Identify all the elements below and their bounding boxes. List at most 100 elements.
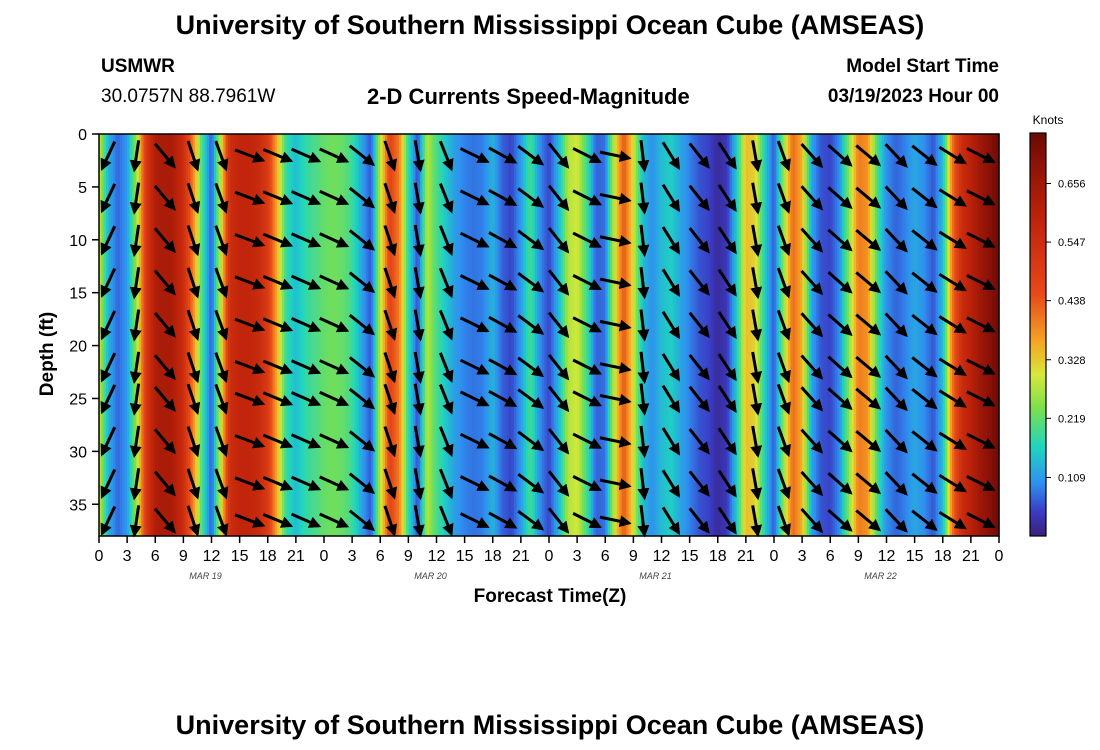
heat-cell: [333, 134, 337, 536]
heat-cell: [293, 134, 297, 536]
x-tick-label: 21: [962, 548, 980, 565]
current-arrow: [966, 390, 996, 407]
heat-cell: [834, 134, 838, 536]
current-arrow: [438, 352, 454, 383]
current-arrow: [234, 275, 266, 290]
heat-cell: [523, 134, 527, 536]
current-arrow: [319, 512, 350, 528]
heat-cell: [309, 134, 313, 536]
current-arrow: [488, 231, 518, 249]
current-arrow: [348, 472, 376, 494]
current-arrow: [661, 310, 681, 340]
x-tick-label: 0: [995, 548, 1004, 565]
current-arrow: [383, 267, 398, 299]
heat-cell: [286, 134, 290, 536]
current-arrow: [214, 309, 229, 341]
current-arrow: [637, 140, 650, 173]
heat-cell: [856, 134, 859, 536]
current-arrow: [186, 468, 201, 500]
heat-cell: [956, 134, 960, 536]
heat-cell: [474, 134, 477, 536]
heat-cell: [609, 134, 613, 536]
date-label: MAR 22: [864, 571, 897, 581]
current-arrow: [750, 267, 763, 300]
heat-cell: [155, 134, 159, 536]
heat-cell: [938, 134, 942, 536]
heat-cell: [122, 134, 126, 536]
current-arrow: [262, 317, 294, 333]
current-arrow: [517, 388, 545, 409]
heat-cell: [246, 134, 250, 536]
current-arrow: [234, 513, 266, 528]
current-arrow: [750, 182, 763, 215]
current-arrow: [572, 358, 603, 375]
y-tick-label: 30: [69, 444, 87, 461]
current-arrow: [262, 148, 294, 163]
heat-cell: [326, 134, 330, 536]
heat-cell: [185, 134, 189, 536]
x-tick-label: 3: [123, 548, 132, 565]
heat-cell: [462, 134, 466, 536]
current-arrow: [488, 146, 518, 164]
current-arrow: [827, 144, 853, 167]
x-tick-label: 15: [231, 548, 249, 565]
x-tick-label: 3: [348, 548, 357, 565]
heat-cell: [795, 134, 799, 536]
heat-cell: [881, 134, 885, 536]
current-arrow: [966, 231, 996, 248]
heat-cell: [488, 134, 492, 536]
heat-cell: [970, 134, 974, 536]
x-tick-label: 0: [320, 548, 329, 565]
current-arrow: [776, 383, 791, 415]
heat-cell: [288, 134, 292, 536]
heat-cell: [234, 134, 238, 536]
heat-cell: [316, 134, 320, 536]
heat-cell: [581, 134, 585, 536]
current-arrow: [547, 385, 570, 413]
heat-cell: [748, 134, 752, 536]
heat-cell: [973, 134, 977, 536]
heat-cell: [591, 134, 595, 536]
heat-cell: [588, 134, 592, 536]
heat-cell: [335, 134, 339, 536]
heat-cell: [684, 134, 688, 536]
heat-cell: [518, 134, 522, 536]
heat-cell: [954, 134, 958, 536]
current-arrow: [599, 393, 632, 406]
current-arrow: [319, 390, 350, 407]
current-arrow: [884, 185, 908, 211]
current-arrow: [884, 354, 908, 380]
heat-cell: [324, 134, 327, 536]
current-arrow: [262, 513, 294, 528]
heat-cell: [206, 134, 210, 536]
station-name: USMWR: [101, 56, 175, 77]
heat-cell: [572, 134, 576, 536]
current-arrow: [717, 226, 737, 255]
heat-cell: [579, 134, 583, 536]
current-arrow: [884, 471, 908, 496]
current-arrow: [153, 311, 176, 338]
heat-cell: [666, 134, 670, 536]
current-arrow: [262, 190, 294, 206]
current-arrow: [661, 469, 681, 498]
heat-cell: [509, 134, 513, 536]
heat-cell: [525, 134, 529, 536]
current-arrow: [459, 231, 490, 248]
heat-cell: [466, 134, 470, 536]
heat-cell: [239, 134, 243, 536]
current-arrow: [572, 390, 603, 407]
current-arrow: [234, 317, 266, 332]
heat-cell: [614, 134, 618, 536]
heat-cell: [431, 134, 435, 536]
current-arrow: [827, 429, 853, 453]
current-arrow: [262, 275, 294, 290]
current-arrow: [153, 227, 176, 254]
heat-cell: [722, 134, 726, 536]
heat-cell: [574, 134, 578, 536]
heat-cell: [790, 134, 794, 536]
current-arrow: [438, 468, 454, 500]
heat-cell: [270, 134, 274, 536]
current-arrow: [348, 271, 376, 293]
current-arrow: [776, 182, 791, 214]
